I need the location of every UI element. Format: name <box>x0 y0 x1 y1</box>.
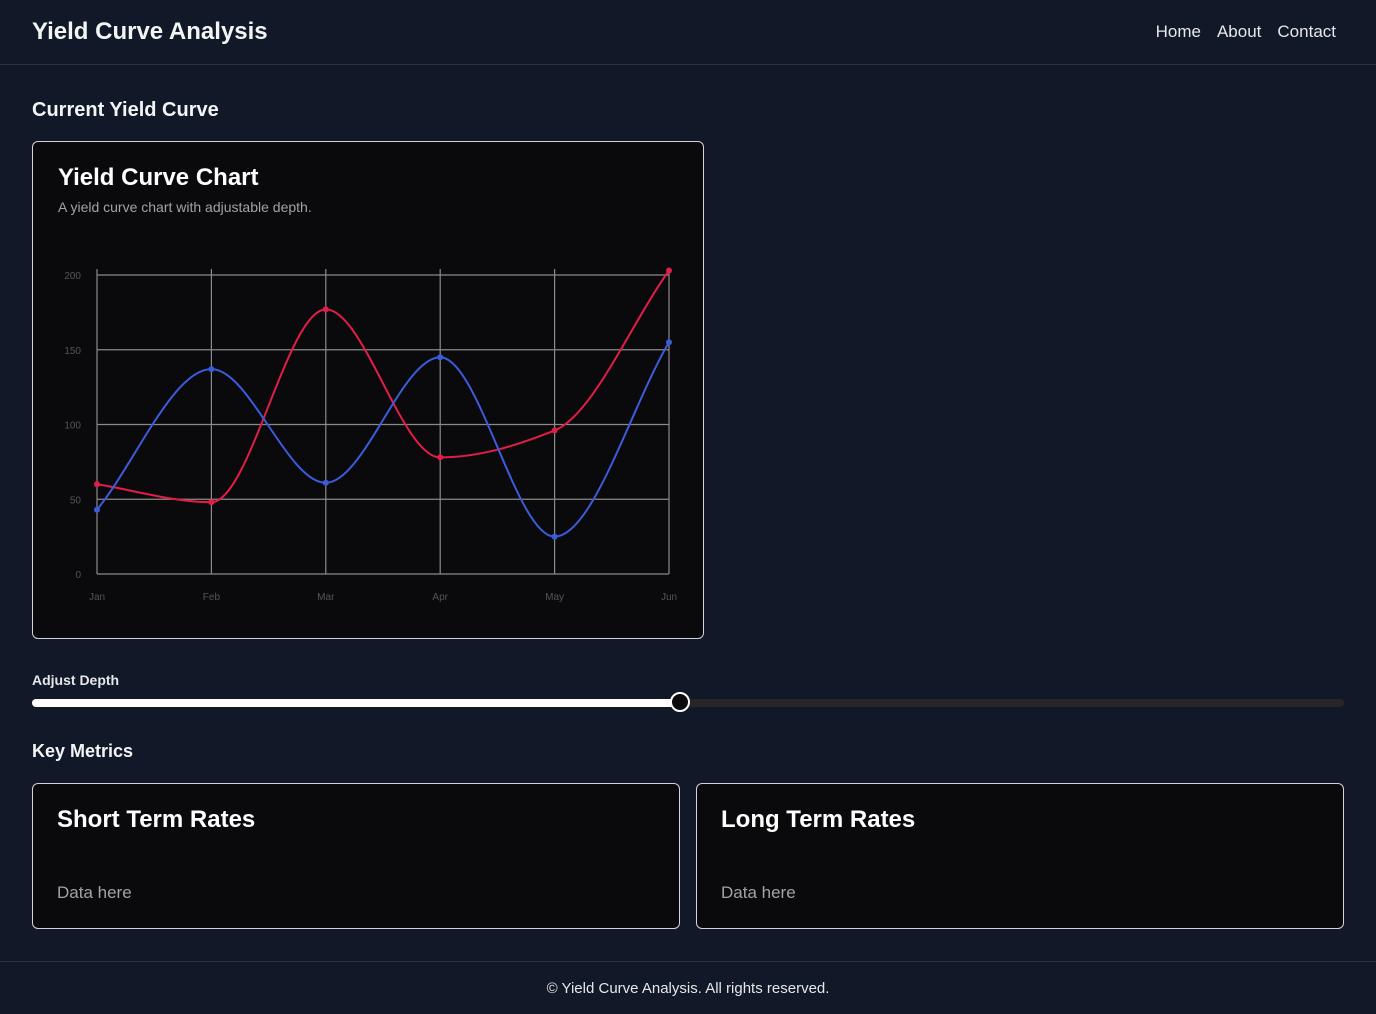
nav-home-link[interactable]: Home <box>1155 22 1201 41</box>
y-tick-label: 200 <box>64 271 81 282</box>
x-tick-label: May <box>545 592 564 603</box>
data-point <box>551 533 558 540</box>
long-term-rates-body: Data here <box>721 883 796 902</box>
short-term-rates-card: Short Term Rates Data here <box>32 783 680 929</box>
data-point <box>551 427 558 434</box>
key-metrics-heading: Key Metrics <box>32 741 134 761</box>
nav-about-link[interactable]: About <box>1216 22 1262 41</box>
data-point <box>437 354 444 361</box>
data-point <box>666 267 672 274</box>
y-tick-label: 100 <box>64 421 81 432</box>
x-tick-label: Mar <box>317 592 335 603</box>
long-term-rates-title: Long Term Rates <box>721 806 916 833</box>
depth-slider[interactable] <box>32 692 1344 712</box>
yield-curve-chart: 0 50 100 150 200 Jan Feb Mar Apr May Jun <box>64 267 677 603</box>
x-tick-label: Jan <box>89 592 105 603</box>
main-nav: Home About Contact <box>1156 22 1336 42</box>
short-term-rates-body: Data here <box>57 883 132 902</box>
chart-card: 0 50 100 150 200 Jan Feb Mar Apr May Jun Yield Cur… <box>32 141 704 639</box>
x-tick-label: Feb <box>203 592 221 603</box>
chart-card-description: A yield curve chart with adjustable dept… <box>58 199 312 215</box>
data-point <box>322 479 329 486</box>
data-point <box>94 481 100 488</box>
depth-slider-thumb[interactable] <box>670 692 691 712</box>
footer-text: © Yield Curve Analysis. All rights reser… <box>546 979 830 997</box>
chart-card-title: Yield Curve Chart <box>58 164 259 191</box>
y-tick-label: 50 <box>70 495 82 506</box>
y-tick-label: 150 <box>64 346 81 357</box>
y-tick-label: 0 <box>75 570 81 581</box>
data-point <box>208 499 215 506</box>
x-tick-label: Jun <box>661 592 677 603</box>
depth-slider-fill <box>32 699 681 707</box>
app-title: Yield Curve Analysis <box>32 18 268 45</box>
series-line <box>96 341 670 538</box>
series-line <box>96 269 670 504</box>
x-tick-label: Apr <box>432 592 448 603</box>
data-point <box>666 339 672 346</box>
top-bar: Yield Curve Analysis Home About Contact <box>0 0 1376 65</box>
nav-contact-link[interactable]: Contact <box>1277 22 1336 41</box>
depth-slider-label: Adjust Depth <box>32 672 120 688</box>
long-term-rates-card: Long Term Rates Data here <box>696 783 1344 929</box>
data-point <box>208 366 215 373</box>
current-yield-curve-heading: Current Yield Curve <box>32 99 219 121</box>
data-point <box>437 454 444 461</box>
short-term-rates-title: Short Term Rates <box>57 806 256 833</box>
footer: © Yield Curve Analysis. All rights reser… <box>0 961 1376 1014</box>
data-point <box>94 506 100 513</box>
data-point <box>322 306 329 313</box>
